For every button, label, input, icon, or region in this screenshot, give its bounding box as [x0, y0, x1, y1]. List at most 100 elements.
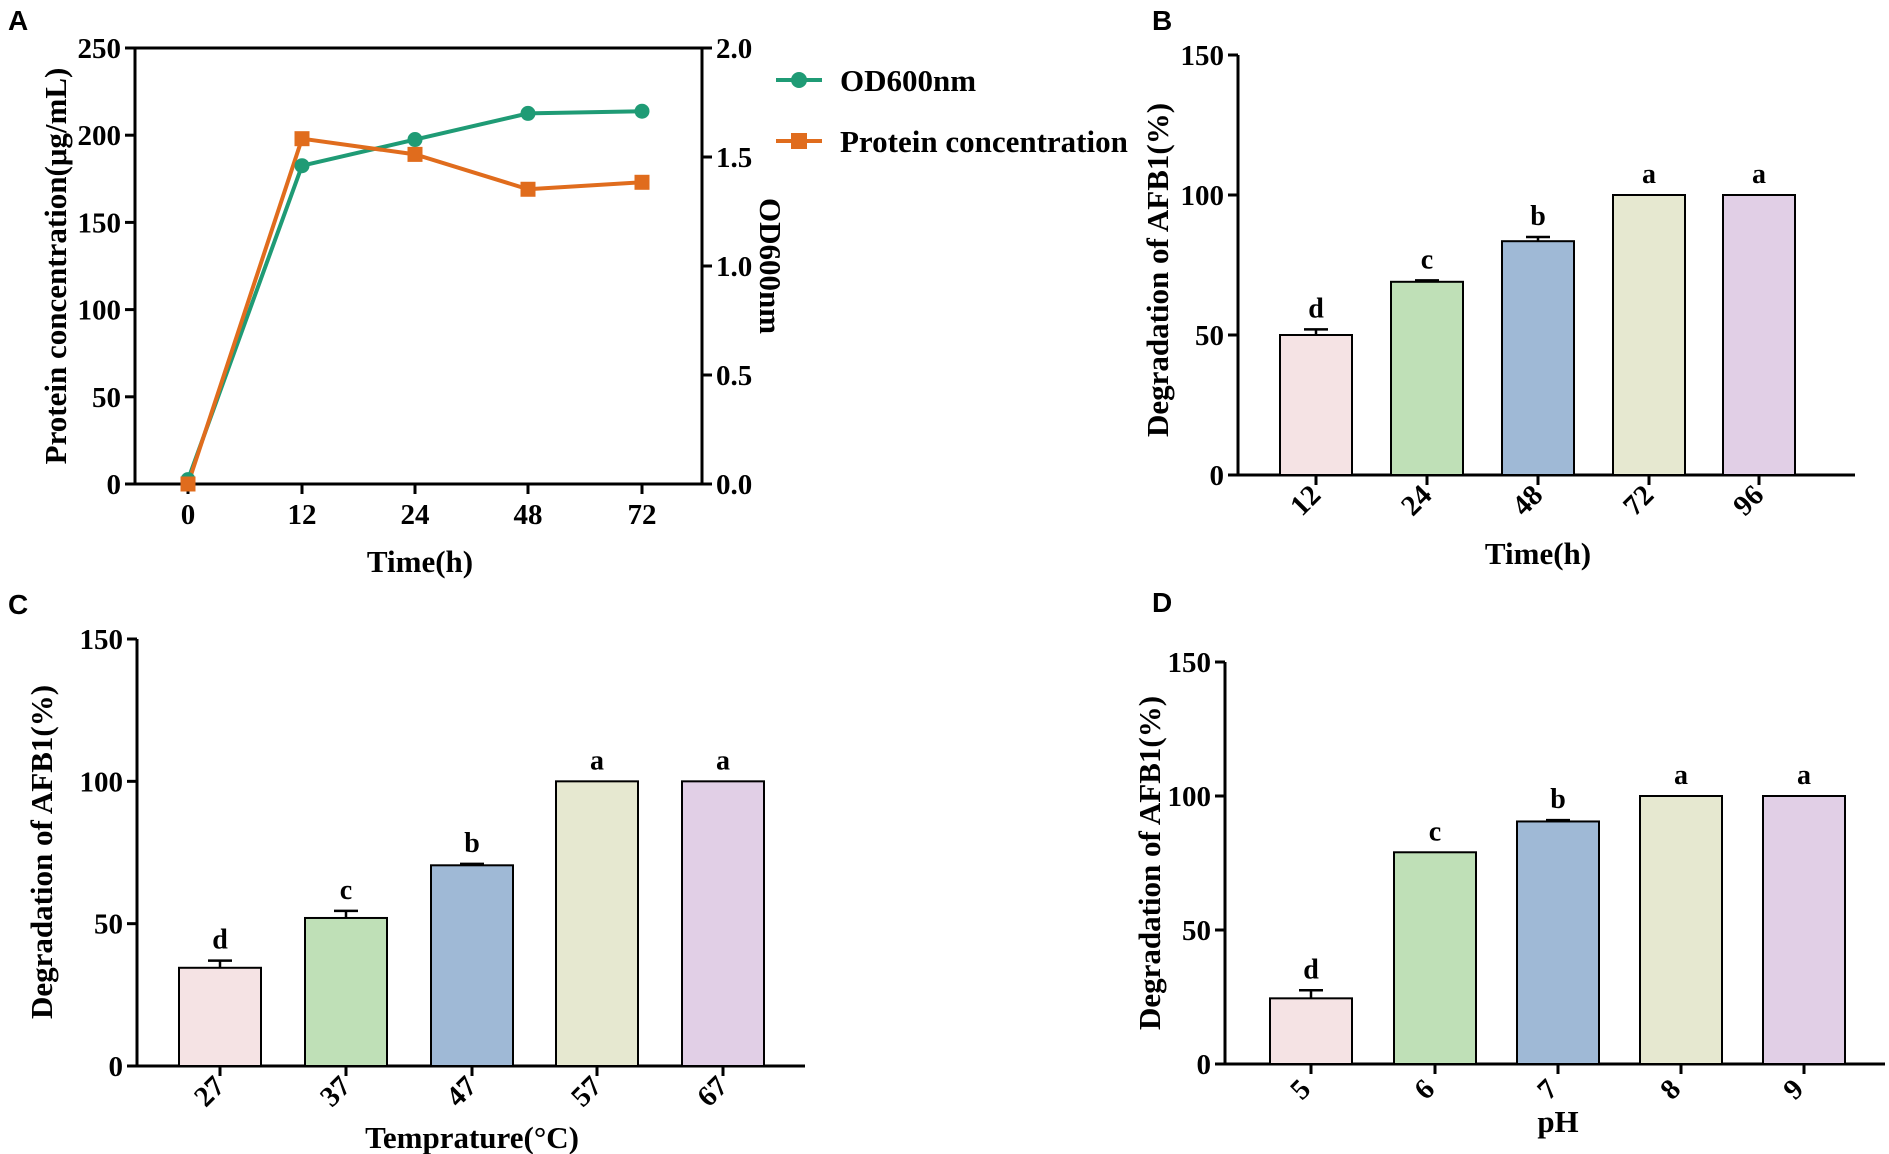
protein-point [634, 174, 650, 190]
od600-series-line [186, 109, 643, 481]
panel-d-x-tick-label: 6 [1408, 1073, 1441, 1106]
panel-b-x-tick-label: 96 [1727, 479, 1770, 522]
panel-b-y-tick-label: 50 [1195, 320, 1224, 352]
protein-point [180, 476, 196, 492]
panel-a-y2-tick-label: 2.0 [716, 33, 752, 65]
panel-b-x-tick-label: 72 [1617, 479, 1660, 522]
panel-a-y-tick-label: 0 [107, 469, 122, 501]
panel-c-bar [555, 780, 639, 1067]
panel-c-significance-label: c [340, 875, 352, 906]
panel-a-y-tick-label: 150 [78, 207, 122, 239]
panel-c-error-bar [208, 959, 232, 968]
od600-point [294, 158, 310, 174]
panel-d-bar [1516, 820, 1600, 1066]
panel-c-bar [681, 780, 765, 1067]
panel-b-x-tick-label: 24 [1395, 479, 1438, 522]
panel-a-y-tick-label: 200 [78, 120, 122, 152]
panel-a-y2-tick-label: 0.0 [716, 469, 752, 501]
panel-b-y-axis-label: Degradation of AFB1(%) [1140, 103, 1175, 437]
panel-c-y-tick-label: 150 [80, 624, 124, 656]
panel-a-legend: OD600nm Protein concentration [776, 63, 1128, 159]
panel-c-y-axis-label: Degradation of AFB1(%) [24, 685, 59, 1019]
panel-d-bar [1269, 997, 1353, 1066]
panel-c-label: C [8, 589, 28, 620]
legend-od600-marker [791, 72, 807, 88]
panel-d-x-axis-label: pH [1537, 1104, 1578, 1139]
panel-d-bar [1639, 795, 1723, 1065]
legend-protein-label: Protein concentration [840, 124, 1128, 159]
panel-d-y-tick-label: 50 [1182, 915, 1211, 947]
od600-point [520, 105, 536, 121]
panel-b-bar [1722, 194, 1796, 476]
panel-b-x-tick-label: 12 [1284, 479, 1327, 522]
panel-b-bar [1501, 240, 1575, 476]
panel-c-bar [178, 966, 262, 1067]
panel-c-bar-chart: C 0 50 100 150 d 27 c 37 b 47 a 57 a 67 Temprature(°C… [8, 589, 805, 1154]
panel-d-significance-label: b [1550, 784, 1566, 815]
panel-a-x-tick-label: 12 [288, 499, 317, 531]
od600-point [407, 132, 423, 148]
panel-d-significance-label: c [1429, 816, 1441, 847]
panel-a-x-axis-label: Time(h) [367, 544, 473, 579]
panel-a-x-tick-label: 24 [401, 499, 430, 531]
protein-point [520, 181, 536, 197]
panel-d-x-tick-label: 7 [1531, 1073, 1564, 1106]
panel-b-bar [1279, 334, 1353, 476]
protein-point [294, 131, 310, 147]
panel-c-significance-label: a [716, 745, 730, 776]
panel-a-ticks: 0 50 100 150 200 250 0.0 0.5 1.0 1.5 2.0 0 12 24 48 72 [78, 33, 753, 531]
panel-c-x-tick-label: 47 [440, 1070, 483, 1113]
panel-c-y-tick-label: 0 [109, 1051, 124, 1083]
panel-d-error-bar [1299, 989, 1323, 999]
panel-d-significance-label: d [1303, 954, 1319, 985]
panel-a-x-tick-label: 0 [181, 499, 196, 531]
panel-a-y-tick-label: 50 [92, 382, 121, 414]
panel-a-x-tick-label: 72 [628, 499, 657, 531]
panel-c-x-tick-label: 67 [691, 1070, 734, 1113]
panel-a-y2-tick-label: 0.5 [716, 360, 752, 392]
panel-a-y-tick-label: 100 [78, 295, 122, 327]
panel-c-x-tick-label: 27 [188, 1070, 231, 1113]
panel-b-label: B [1152, 5, 1172, 36]
panel-b-error-bar [1526, 235, 1550, 242]
panel-c-significance-label: b [464, 828, 480, 859]
panel-a-line-chart: A 0 50 100 150 200 250 0.0 0.5 1.0 1.5 2.0 0 12 24 48 7… [8, 5, 1128, 579]
panel-b-x-axis-label: Time(h) [1485, 536, 1591, 571]
od600-point [634, 103, 650, 119]
panel-b-y-tick-label: 150 [1181, 40, 1225, 72]
legend-protein-marker [791, 133, 807, 149]
panel-d-x-tick-label: 5 [1284, 1073, 1317, 1106]
panel-b-significance-label: b [1530, 201, 1546, 232]
panel-d-bar [1393, 851, 1477, 1066]
panel-c-y-tick-label: 50 [94, 909, 123, 941]
panel-d-y-tick-label: 100 [1168, 781, 1212, 813]
panel-a-y2-axis-label: OD600nm [753, 198, 788, 334]
panel-c-bar [430, 864, 514, 1067]
panel-a-x-tick-label: 48 [514, 499, 543, 531]
panel-b-significance-label: a [1752, 159, 1766, 190]
panel-c-y-tick-label: 100 [80, 766, 124, 798]
panel-d-y-tick-label: 150 [1168, 647, 1212, 679]
panel-d-y-tick-label: 0 [1197, 1049, 1212, 1081]
protein-series-line [186, 136, 643, 485]
panel-c-significance-label: d [212, 925, 228, 956]
panel-c-x-tick-label: 37 [314, 1070, 357, 1113]
panel-b-y-tick-label: 100 [1181, 180, 1225, 212]
panel-a-y-axis-label: Protein concentration(μg/mL) [38, 68, 73, 465]
panel-c-significance-label: a [590, 745, 604, 776]
panel-d-x-tick-label: 9 [1777, 1073, 1810, 1106]
panel-d-significance-label: a [1674, 760, 1688, 791]
panel-c-bar [304, 916, 388, 1067]
panel-d-y-axis-label: Degradation of AFB1(%) [1132, 696, 1167, 1030]
panel-c-x-tick-label: 57 [565, 1070, 608, 1113]
panel-c-error-bar [460, 862, 484, 866]
panel-d-bar-chart: D 0 50 100 150 d 5 c 6 b 7 a 8 a 9 pH Degradation of … [1132, 587, 1885, 1139]
panel-d-label: D [1152, 587, 1172, 618]
panel-d-x-tick-label: 8 [1654, 1073, 1687, 1106]
panel-b-bar [1390, 280, 1464, 476]
panel-b-significance-label: d [1308, 293, 1324, 324]
panel-b-y-tick-label: 0 [1210, 460, 1225, 492]
panel-a-axes [133, 46, 704, 486]
panel-d-significance-label: a [1797, 760, 1811, 791]
